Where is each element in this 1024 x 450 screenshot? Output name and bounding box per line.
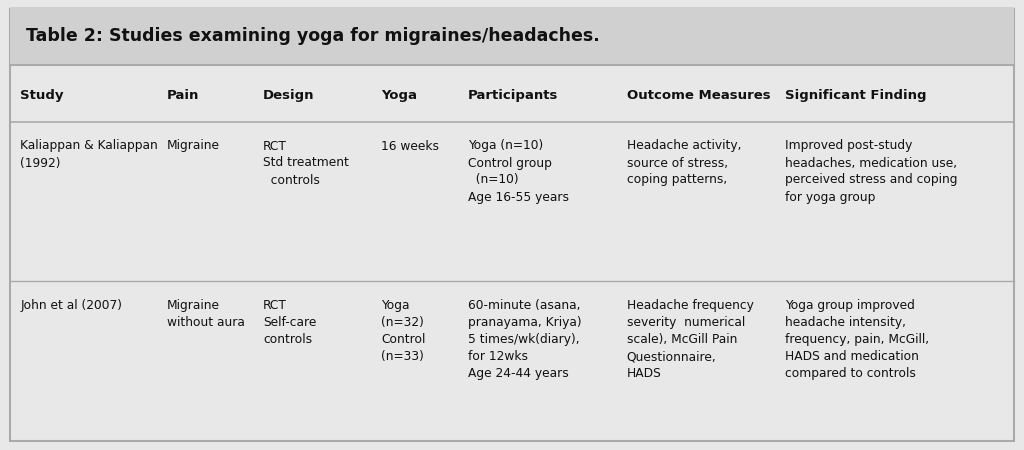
- FancyBboxPatch shape: [10, 7, 1014, 65]
- Text: Outcome Measures: Outcome Measures: [627, 89, 770, 102]
- Text: Pain: Pain: [167, 89, 200, 102]
- Text: Yoga group improved
headache intensity,
frequency, pain, McGill,
HADS and medica: Yoga group improved headache intensity, …: [785, 299, 930, 380]
- Text: Participants: Participants: [468, 89, 558, 102]
- Text: 16 weeks: 16 weeks: [381, 140, 439, 153]
- Text: RCT
Self-care
controls: RCT Self-care controls: [263, 299, 316, 346]
- Text: Significant Finding: Significant Finding: [785, 89, 927, 102]
- Text: Design: Design: [263, 89, 314, 102]
- Text: Migraine
without aura: Migraine without aura: [167, 299, 245, 329]
- Text: Headache activity,
source of stress,
coping patterns,: Headache activity, source of stress, cop…: [627, 140, 741, 186]
- Text: Study: Study: [20, 89, 63, 102]
- Text: Kaliappan & Kaliappan
(1992): Kaliappan & Kaliappan (1992): [20, 140, 159, 170]
- Text: Migraine: Migraine: [167, 140, 220, 153]
- Text: Yoga: Yoga: [381, 89, 417, 102]
- Text: Improved post-study
headaches, medication use,
perceived stress and coping
for y: Improved post-study headaches, medicatio…: [785, 140, 957, 203]
- Text: RCT
Std treatment
  controls: RCT Std treatment controls: [263, 140, 349, 186]
- Text: Table 2: Studies examining yoga for migraines/headaches.: Table 2: Studies examining yoga for migr…: [26, 27, 599, 45]
- Text: 60-minute (asana,
pranayama, Kriya)
5 times/wk(diary),
for 12wks
Age 24-44 years: 60-minute (asana, pranayama, Kriya) 5 ti…: [468, 299, 582, 380]
- Text: Yoga (n=10)
Control group
  (n=10)
Age 16-55 years: Yoga (n=10) Control group (n=10) Age 16-…: [468, 140, 569, 203]
- Text: John et al (2007): John et al (2007): [20, 299, 123, 312]
- Text: Headache frequency
severity  numerical
scale), McGill Pain
Questionnaire,
HADS: Headache frequency severity numerical sc…: [627, 299, 754, 380]
- Text: Yoga
(n=32)
Control
(n=33): Yoga (n=32) Control (n=33): [381, 299, 425, 363]
- FancyBboxPatch shape: [10, 9, 1014, 441]
